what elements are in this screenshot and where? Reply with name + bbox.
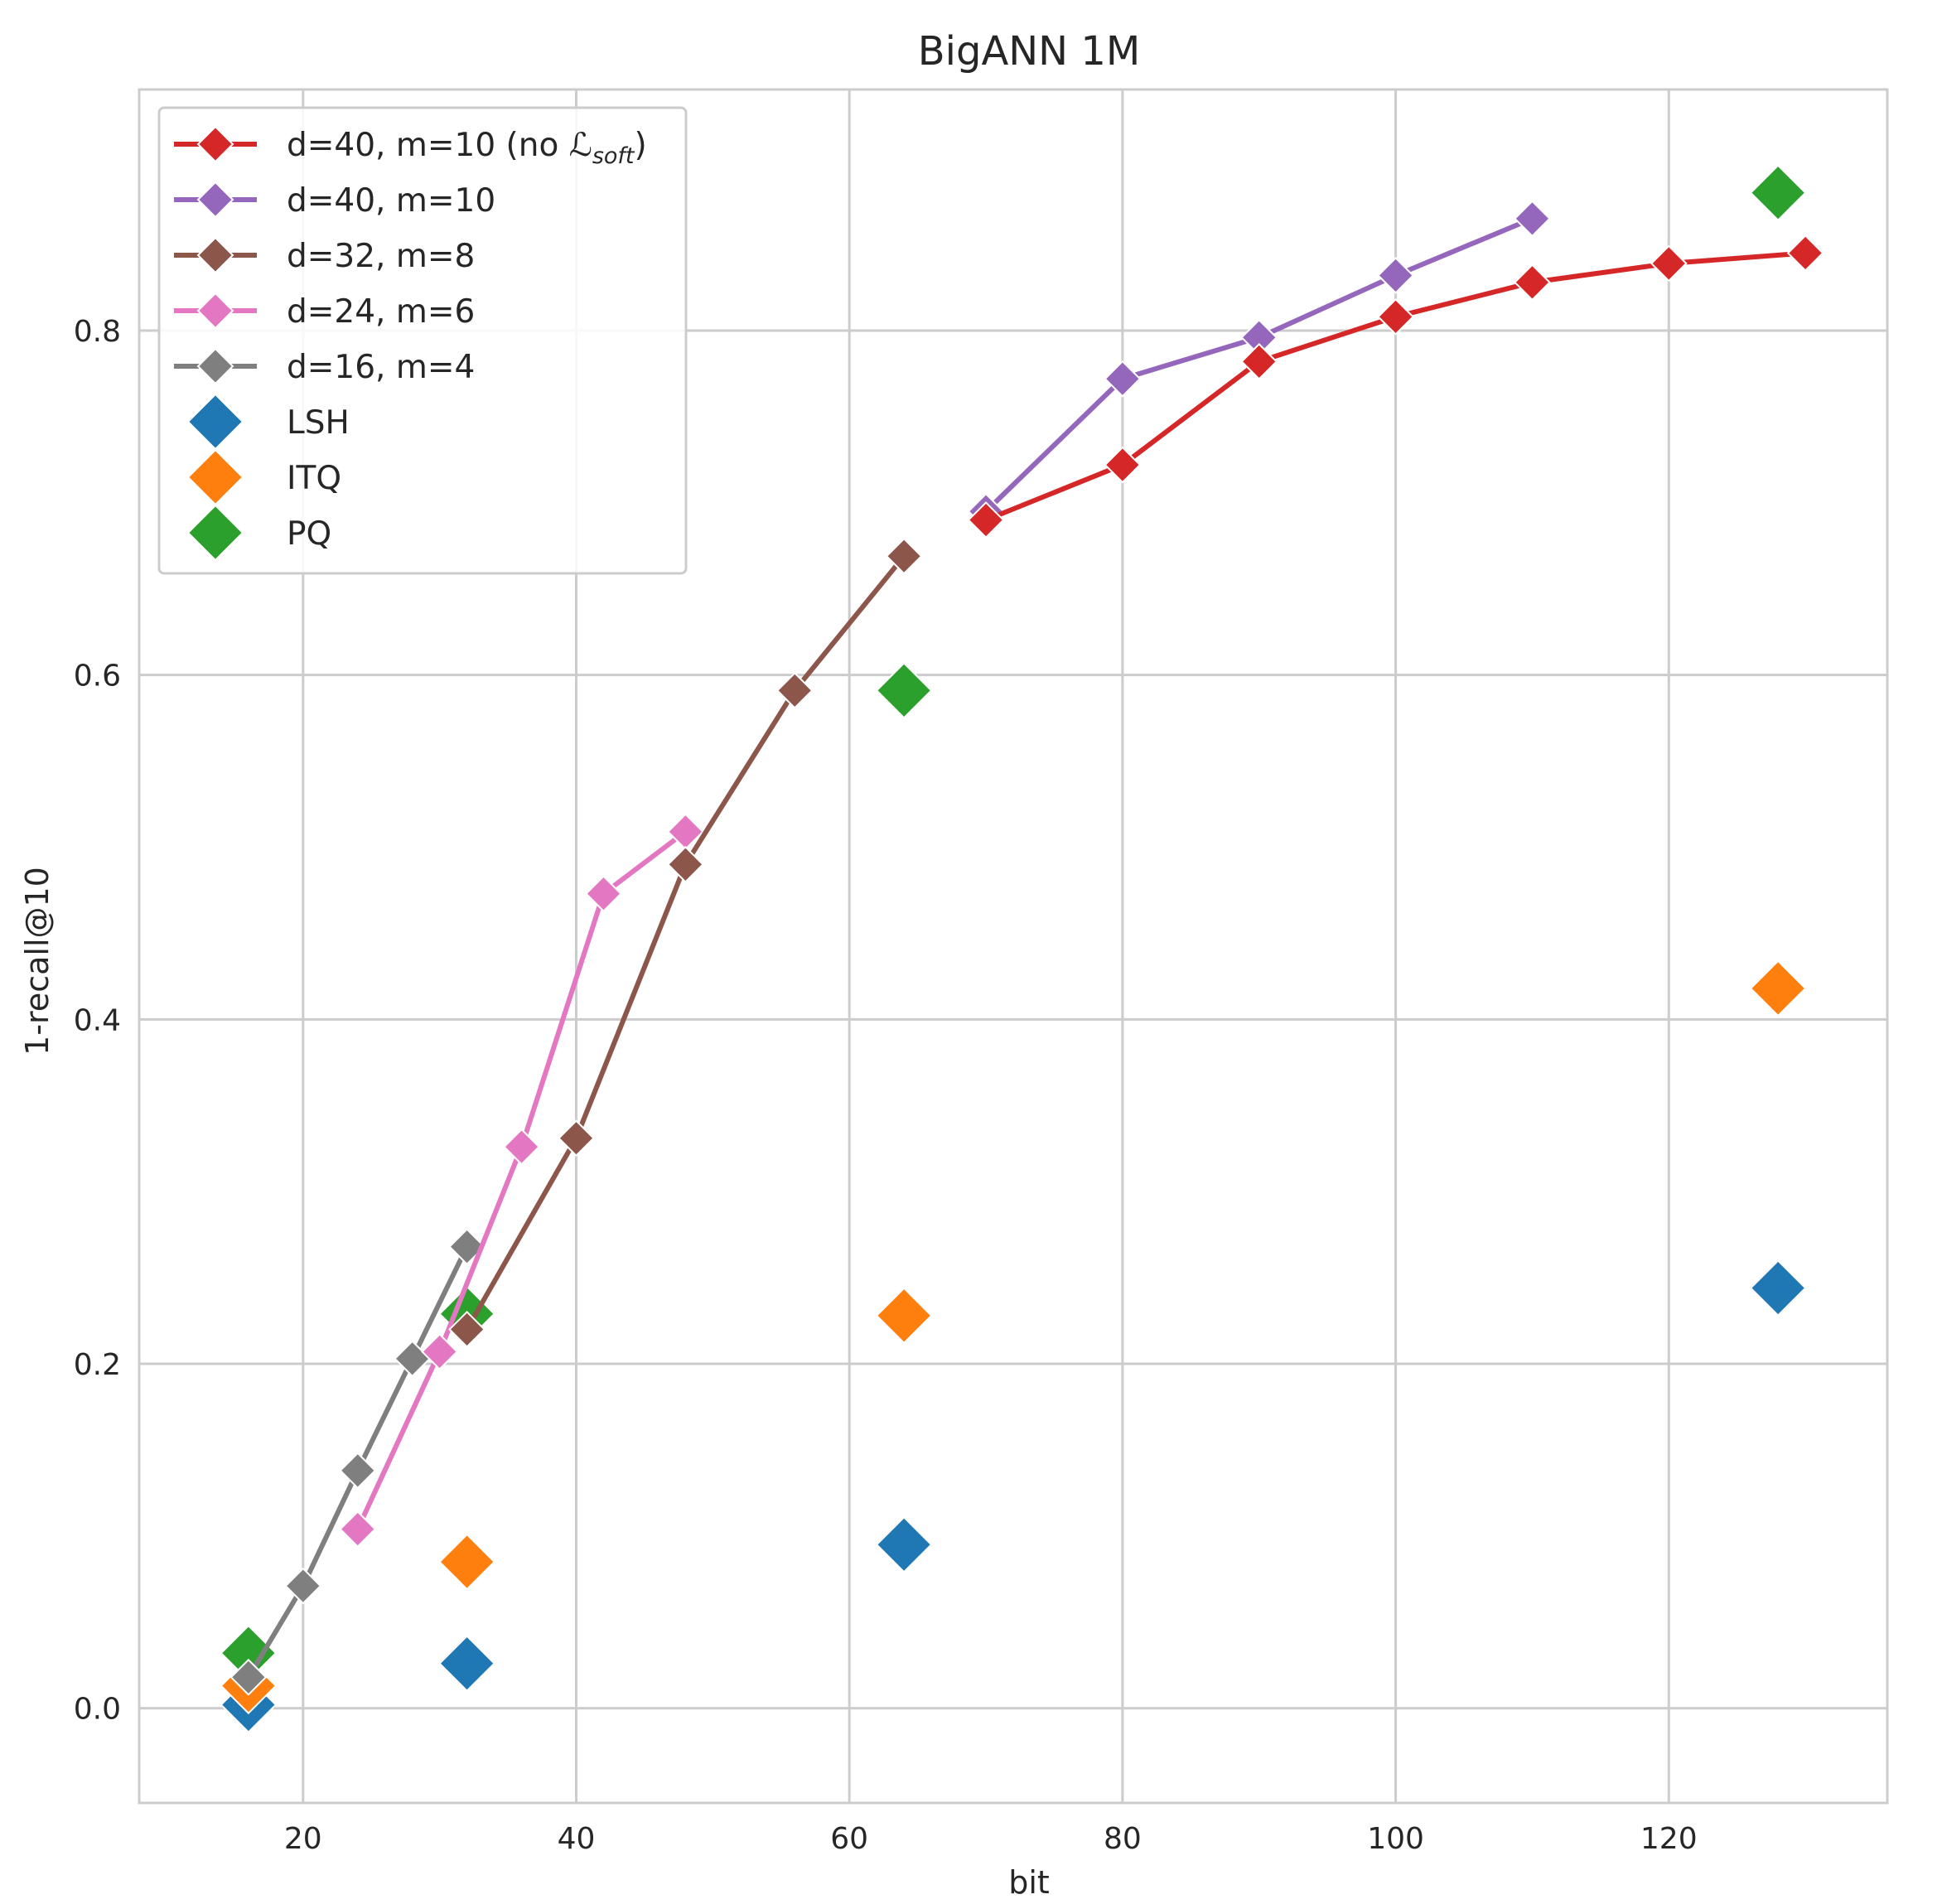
legend-entry: LSH (186, 393, 350, 451)
y-tick-label: 0.6 (74, 660, 121, 693)
data-point (1377, 297, 1414, 336)
y-axis-ticks: 0.0 0.2 0.4 0.6 0.8 (74, 315, 121, 1727)
legend-marker (196, 236, 234, 274)
data-point (775, 671, 814, 709)
x-tick-label: 20 (284, 1822, 322, 1856)
legend-label: ITQ (287, 460, 341, 497)
legend-label: d=16, m=4 (287, 349, 475, 386)
y-tick-label: 0.8 (74, 315, 121, 349)
data-point (284, 1567, 322, 1605)
x-axis-label: bit (1008, 1864, 1050, 1901)
scatter-point (1749, 164, 1807, 222)
data-point (503, 1128, 540, 1166)
legend-entry: d=16, m=4 (174, 347, 475, 386)
data-point (1513, 263, 1551, 302)
data-point (1786, 234, 1824, 272)
data-point (666, 845, 704, 883)
y-tick-label: 0.4 (74, 1003, 121, 1037)
legend-marker (196, 125, 234, 163)
legend-marker (196, 292, 234, 330)
series-itq (220, 959, 1807, 1715)
y-tick-label: 0.0 (74, 1693, 121, 1727)
legend-entry: PQ (186, 504, 331, 562)
plot-area-frame (138, 88, 1889, 1805)
plot-series (220, 164, 1824, 1733)
legend-label: d=40, m=10 (287, 182, 495, 220)
data-point (967, 501, 1005, 539)
data-point (885, 537, 923, 575)
x-tick-label: 120 (1640, 1822, 1698, 1856)
legend-entry: d=40, m=10 (no ℒsoft) (174, 125, 647, 169)
x-tick-label: 100 (1367, 1822, 1424, 1856)
data-point (585, 875, 622, 913)
data-point (448, 1311, 486, 1348)
grid (139, 89, 1887, 1803)
data-point (339, 1452, 377, 1490)
scatter-point (438, 1635, 496, 1693)
y-axis-label: 1-recall@10 (19, 867, 56, 1056)
legend-subscript: soft (592, 143, 635, 169)
legend-marker (196, 181, 234, 219)
legend-suffix: ) (635, 127, 647, 164)
y-tick-label: 0.2 (74, 1348, 121, 1382)
legend-box (157, 106, 688, 575)
data-point (1513, 200, 1551, 238)
x-tick-label: 40 (558, 1822, 596, 1856)
legend-entry: d=24, m=6 (174, 292, 475, 331)
data-point (1104, 360, 1142, 398)
scatter-point (875, 661, 933, 719)
data-point (1377, 257, 1414, 294)
chart-title: BigANN 1M (918, 28, 1141, 75)
data-point (229, 1658, 268, 1696)
x-tick-label: 80 (1104, 1822, 1142, 1856)
legend-label: d=32, m=8 (287, 238, 475, 275)
legend-label: LSH (287, 404, 350, 442)
legend-entry: d=40, m=10 (174, 181, 495, 220)
legend: d=40, m=10 (no ℒsoft) d=40, m=10 d=32, m=8… (157, 106, 688, 575)
scatter-point (875, 1515, 933, 1573)
scatter-point (438, 1533, 496, 1591)
legend-label: PQ (287, 515, 331, 553)
legend-label: d=24, m=6 (287, 293, 475, 331)
scatter-point (1749, 1259, 1807, 1317)
series-line-3 (448, 537, 923, 1348)
data-point (1240, 342, 1278, 380)
legend-entry: d=32, m=8 (174, 236, 475, 275)
scatter-point (875, 1287, 933, 1345)
data-point (421, 1333, 459, 1370)
legend-marker (196, 347, 234, 385)
data-point (558, 1119, 595, 1157)
data-point (339, 1510, 377, 1548)
scatter-point (1749, 959, 1807, 1017)
data-point (1104, 446, 1142, 484)
x-axis-ticks: 20 40 60 80 100 120 (284, 1822, 1698, 1856)
legend-label: d=40, m=10 (no ℒsoft) (287, 127, 647, 169)
legend-marker (186, 504, 244, 562)
series-line-4 (339, 813, 704, 1548)
series-line-1 (967, 234, 1824, 539)
x-tick-label: 60 (830, 1822, 868, 1856)
data-point (1650, 244, 1688, 283)
legend-symbol: ℒ (569, 127, 592, 164)
series-lsh (220, 1259, 1807, 1733)
